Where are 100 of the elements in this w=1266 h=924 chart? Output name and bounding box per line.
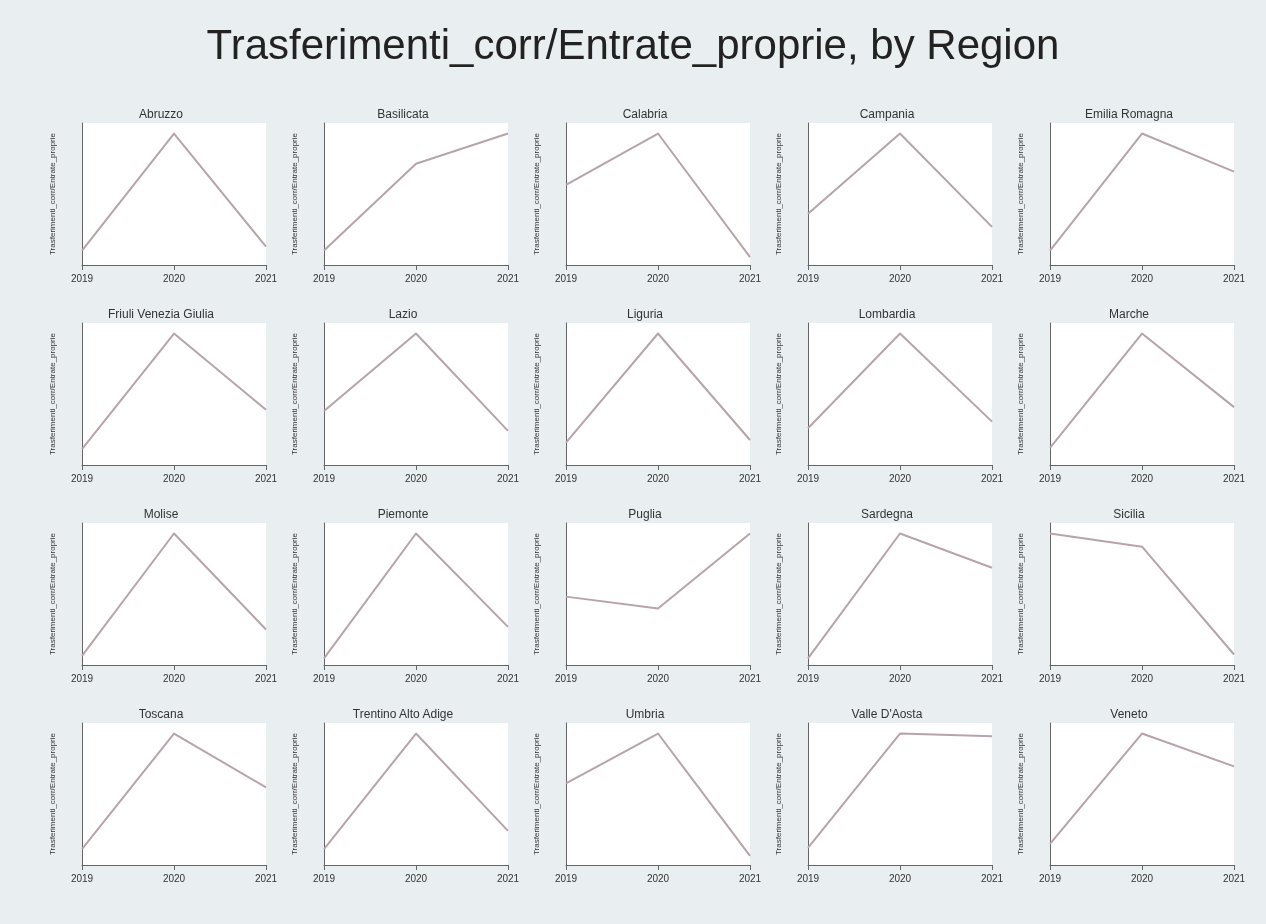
- x-tick-label: 2019: [312, 872, 336, 884]
- x-tick-label: 2021: [738, 872, 762, 884]
- x-tick-label: 2020: [404, 472, 428, 484]
- x-tick-label: 2021: [738, 472, 762, 484]
- chart-title: Trentino Alto Adige: [352, 707, 454, 721]
- chart-title: Abruzzo: [138, 107, 184, 121]
- x-tick-label: 2019: [70, 872, 94, 884]
- x-tick-label: 2021: [254, 872, 278, 884]
- chart-title: Valle D'Aosta: [851, 707, 923, 721]
- x-tick-label: 2021: [496, 672, 520, 684]
- x-tick-label: 2020: [1130, 472, 1154, 484]
- y-axis-title: Trasferimenti_corr/Entrate_proprie: [1015, 132, 1025, 255]
- x-tick-label: 2019: [796, 672, 820, 684]
- chart-title: Liguria: [626, 307, 664, 321]
- y-axis-title: Trasferimenti_corr/Entrate_proprie: [531, 732, 541, 855]
- chart-title: Molise: [143, 507, 179, 521]
- x-tick-label: 2020: [888, 672, 912, 684]
- x-tick-label: 2019: [312, 672, 336, 684]
- chart-title: Marche: [1108, 307, 1150, 321]
- x-tick-label: 2021: [1222, 672, 1246, 684]
- x-tick-label: 2020: [404, 872, 428, 884]
- x-tick-label: 2020: [888, 472, 912, 484]
- x-tick-label: 2021: [980, 672, 1004, 684]
- x-tick-label: 2021: [738, 672, 762, 684]
- x-tick-label: 2019: [796, 272, 820, 284]
- y-axis-title: Trasferimenti_corr/Entrate_proprie: [47, 332, 57, 455]
- chart-title: Puglia: [628, 507, 662, 521]
- x-tick-label: 2020: [1130, 272, 1154, 284]
- chart-title: Sicilia: [1113, 507, 1145, 521]
- x-tick-label: 2019: [1038, 472, 1062, 484]
- chart-title: Campania: [859, 107, 915, 121]
- x-tick-label: 2020: [646, 272, 670, 284]
- y-axis-title: Trasferimenti_corr/Entrate_proprie: [289, 532, 299, 655]
- x-tick-label: 2019: [1038, 672, 1062, 684]
- chart-title: Lazio: [388, 307, 418, 321]
- x-tick-label: 2020: [646, 472, 670, 484]
- chart-title: Basilicata: [377, 107, 429, 121]
- x-tick-label: 2021: [1222, 872, 1246, 884]
- x-tick-label: 2019: [554, 272, 578, 284]
- chart-title: Emilia Romagna: [1084, 107, 1174, 121]
- x-tick-label: 2020: [646, 672, 670, 684]
- x-tick-label: 2020: [162, 672, 186, 684]
- x-tick-label: 2020: [1130, 872, 1154, 884]
- x-tick-label: 2021: [980, 872, 1004, 884]
- y-axis-title: Trasferimenti_corr/Entrate_proprie: [1015, 732, 1025, 855]
- x-tick-label: 2020: [404, 272, 428, 284]
- y-axis-title: Trasferimenti_corr/Entrate_proprie: [47, 132, 57, 255]
- x-tick-label: 2019: [554, 872, 578, 884]
- x-tick-label: 2020: [404, 672, 428, 684]
- chart-title: Umbria: [625, 707, 665, 721]
- x-tick-label: 2019: [312, 272, 336, 284]
- x-tick-label: 2021: [738, 272, 762, 284]
- x-tick-label: 2021: [980, 272, 1004, 284]
- x-tick-label: 2020: [888, 272, 912, 284]
- chart-title: Lombardia: [858, 307, 916, 321]
- x-tick-label: 2021: [1222, 272, 1246, 284]
- x-tick-label: 2021: [496, 872, 520, 884]
- y-axis-title: Trasferimenti_corr/Entrate_proprie: [47, 732, 57, 855]
- x-tick-label: 2019: [796, 472, 820, 484]
- x-tick-label: 2021: [496, 272, 520, 284]
- x-tick-label: 2020: [1130, 672, 1154, 684]
- x-tick-label: 2019: [312, 472, 336, 484]
- y-axis-title: Trasferimenti_corr/Entrate_proprie: [289, 132, 299, 255]
- x-tick-label: 2021: [1222, 472, 1246, 484]
- y-axis-title: Trasferimenti_corr/Entrate_proprie: [773, 532, 783, 655]
- x-tick-label: 2021: [254, 472, 278, 484]
- x-tick-label: 2019: [1038, 272, 1062, 284]
- x-tick-label: 2019: [70, 472, 94, 484]
- y-axis-title: Trasferimenti_corr/Entrate_proprie: [289, 732, 299, 855]
- x-tick-label: 2019: [796, 872, 820, 884]
- x-tick-label: 2019: [1038, 872, 1062, 884]
- y-axis-title: Trasferimenti_corr/Entrate_proprie: [773, 332, 783, 455]
- chart-title: Piemonte: [377, 507, 429, 521]
- x-tick-label: 2019: [554, 672, 578, 684]
- y-axis-title: Trasferimenti_corr/Entrate_proprie: [531, 132, 541, 255]
- y-axis-title: Trasferimenti_corr/Entrate_proprie: [773, 132, 783, 255]
- chart-title: Calabria: [622, 107, 668, 121]
- x-tick-label: 2020: [888, 872, 912, 884]
- x-tick-label: 2021: [254, 672, 278, 684]
- x-tick-label: 2019: [70, 672, 94, 684]
- y-axis-title: Trasferimenti_corr/Entrate_proprie: [1015, 332, 1025, 455]
- chart-title: Toscana: [138, 707, 184, 721]
- text: Trasferimenti_corr/Entrate_proprie, by Region: [206, 20, 1060, 68]
- chart-title: Sardegna: [860, 507, 914, 521]
- x-tick-label: 2020: [162, 272, 186, 284]
- y-axis-title: Trasferimenti_corr/Entrate_proprie: [531, 332, 541, 455]
- chart-title: Veneto: [1110, 707, 1149, 721]
- x-tick-label: 2021: [496, 472, 520, 484]
- x-tick-label: 2019: [554, 472, 578, 484]
- y-axis-title: Trasferimenti_corr/Entrate_proprie: [773, 732, 783, 855]
- y-axis-title: Trasferimenti_corr/Entrate_proprie: [531, 532, 541, 655]
- chart-title: Friuli Venezia Giulia: [107, 307, 215, 321]
- x-tick-label: 2019: [70, 272, 94, 284]
- y-axis-title: Trasferimenti_corr/Entrate_proprie: [289, 332, 299, 455]
- x-tick-label: 2021: [254, 272, 278, 284]
- x-tick-label: 2020: [162, 472, 186, 484]
- y-axis-title: Trasferimenti_corr/Entrate_proprie: [47, 532, 57, 655]
- x-tick-label: 2020: [162, 872, 186, 884]
- y-axis-title: Trasferimenti_corr/Entrate_proprie: [1015, 532, 1025, 655]
- x-tick-label: 2020: [646, 872, 670, 884]
